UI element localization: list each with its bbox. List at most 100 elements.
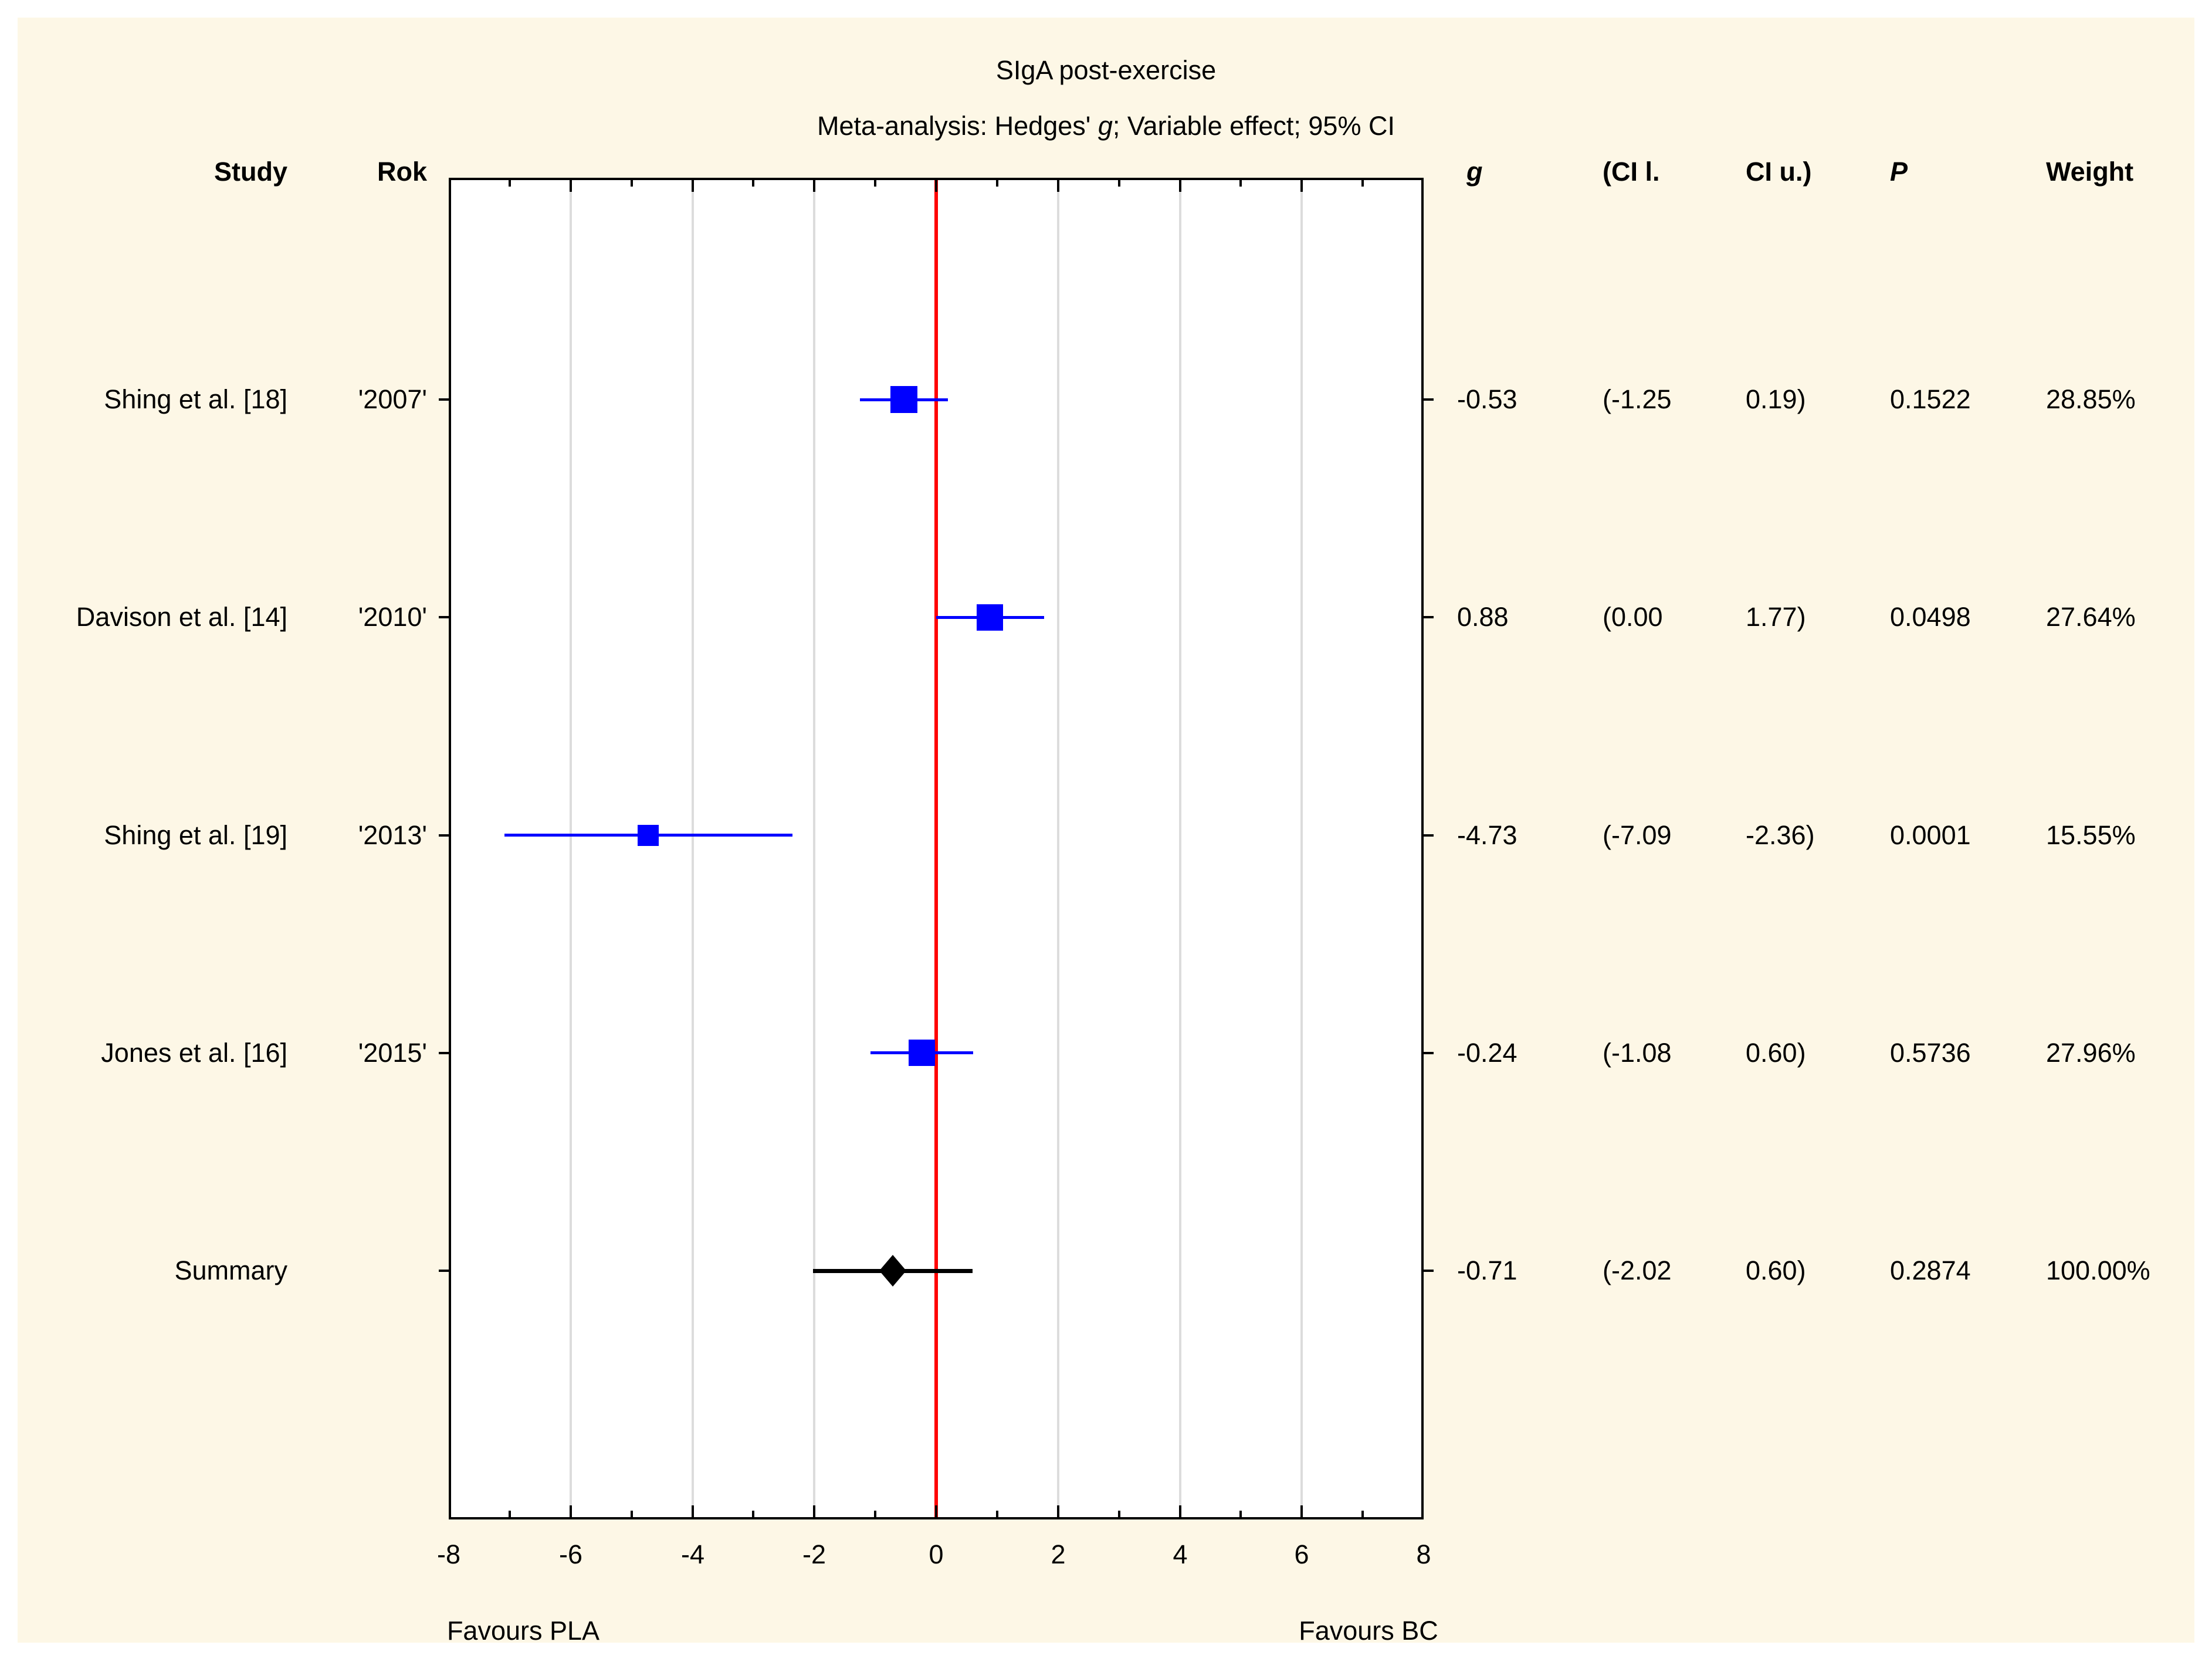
- x-minor-tick: [1361, 180, 1364, 187]
- study-label: Shing et al. [19]: [104, 820, 287, 850]
- ci-upper-value: 0.60): [1746, 1038, 1806, 1068]
- x-major-tick: [935, 180, 937, 192]
- g-value: 0.88: [1457, 602, 1509, 632]
- weight-value: 27.64%: [2046, 602, 2136, 632]
- col-header-year: Rok: [377, 157, 427, 187]
- ci-lower-value: (-1.25: [1603, 384, 1672, 414]
- x-tick-label: 4: [1173, 1539, 1188, 1569]
- favours-right-label: Favours BC: [1299, 1616, 1438, 1646]
- ci-lower-value: (0.00: [1603, 602, 1663, 632]
- gridline: [813, 180, 815, 1517]
- g-value: -0.24: [1457, 1038, 1517, 1068]
- p-value: 0.5736: [1890, 1038, 1971, 1068]
- x-minor-tick: [996, 1511, 998, 1517]
- chart-subtitle: Meta-analysis: Hedges' g; Variable effec…: [18, 109, 2194, 144]
- study-label: Shing et al. [18]: [104, 384, 287, 414]
- x-tick-label: -6: [558, 1539, 582, 1569]
- axis-row-tick: [439, 1270, 449, 1272]
- weight-value: 27.96%: [2046, 1038, 2136, 1068]
- x-minor-tick: [752, 1511, 754, 1517]
- study-label: Jones et al. [16]: [101, 1038, 287, 1068]
- year-label: '2015': [358, 1038, 427, 1068]
- x-major-tick: [1179, 180, 1181, 192]
- gridline: [1179, 180, 1181, 1517]
- axis-row-tick: [1424, 834, 1434, 837]
- x-minor-tick: [509, 180, 511, 187]
- x-minor-tick: [1239, 1511, 1242, 1517]
- study-label: Davison et al. [14]: [76, 602, 287, 632]
- weight-value: 28.85%: [2046, 384, 2136, 414]
- axis-row-tick: [439, 398, 449, 401]
- p-value: 0.0001: [1890, 820, 1971, 850]
- axis-row-tick: [439, 616, 449, 618]
- study-label: Summary: [174, 1255, 287, 1285]
- study-marker: [909, 1040, 935, 1066]
- x-tick-label: 2: [1051, 1539, 1066, 1569]
- axis-row-tick: [439, 1052, 449, 1054]
- gridline: [1300, 180, 1303, 1517]
- year-label: '2013': [358, 820, 427, 850]
- axis-row-tick: [439, 834, 449, 837]
- gridline: [570, 180, 572, 1517]
- axis-row-tick: [1424, 398, 1434, 401]
- x-minor-tick: [752, 180, 754, 187]
- x-major-tick: [935, 1505, 937, 1517]
- study-marker: [890, 386, 917, 413]
- study-marker: [638, 825, 659, 846]
- x-minor-tick: [996, 180, 998, 187]
- col-header-ci-lower: (CI l.: [1603, 157, 1660, 187]
- x-tick-label: 0: [929, 1539, 944, 1569]
- g-value: -0.53: [1457, 384, 1517, 414]
- axis-row-tick: [1424, 1270, 1434, 1272]
- x-major-tick: [813, 180, 815, 192]
- x-minor-tick: [509, 1511, 511, 1517]
- x-major-tick: [1057, 180, 1059, 192]
- x-tick-label: -4: [680, 1539, 704, 1569]
- col-header-study: Study: [214, 157, 287, 187]
- col-header-p: P: [1890, 157, 1908, 187]
- p-value: 0.2874: [1890, 1255, 1971, 1285]
- g-value: -4.73: [1457, 820, 1517, 850]
- zero-line: [934, 180, 938, 1517]
- col-header-ci-upper: CI u.): [1746, 157, 1812, 187]
- x-tick-label: -2: [802, 1539, 826, 1569]
- ci-upper-value: 1.77): [1746, 602, 1806, 632]
- x-major-tick: [1179, 1505, 1181, 1517]
- x-minor-tick: [1118, 180, 1120, 187]
- ci-lower-value: (-1.08: [1603, 1038, 1672, 1068]
- x-minor-tick: [631, 180, 633, 187]
- ci-lower-value: (-2.02: [1603, 1255, 1672, 1285]
- forest-plot-panel: SIgA post-exercise Meta-analysis: Hedges…: [18, 18, 2194, 1646]
- x-minor-tick: [874, 180, 876, 187]
- x-minor-tick: [874, 1511, 876, 1517]
- year-label: '2010': [358, 602, 427, 632]
- x-major-tick: [692, 1505, 694, 1517]
- x-tick-label: 8: [1416, 1539, 1431, 1569]
- g-value: -0.71: [1457, 1255, 1517, 1285]
- p-value: 0.0498: [1890, 602, 1971, 632]
- x-major-tick: [1057, 1505, 1059, 1517]
- axis-row-tick: [1424, 616, 1434, 618]
- ci-lower-value: (-7.09: [1603, 820, 1672, 850]
- x-major-tick: [570, 180, 572, 192]
- study-marker: [977, 604, 1003, 631]
- axis-row-tick: [1424, 1052, 1434, 1054]
- subtitle-post: ; Variable effect; 95% CI: [1112, 111, 1395, 141]
- gridline: [1057, 180, 1059, 1517]
- year-label: '2007': [358, 384, 427, 414]
- ci-upper-value: 0.19): [1746, 384, 1806, 414]
- chart-title: SIgA post-exercise: [995, 55, 1217, 85]
- x-minor-tick: [1239, 180, 1242, 187]
- summary-diamond: [879, 1255, 906, 1287]
- x-minor-tick: [1361, 1511, 1364, 1517]
- ci-upper-value: 0.60): [1746, 1255, 1806, 1285]
- weight-value: 15.55%: [2046, 820, 2136, 850]
- x-major-tick: [1300, 1505, 1303, 1517]
- subtitle-stat-symbol: g: [1097, 111, 1113, 141]
- x-minor-tick: [631, 1511, 633, 1517]
- x-major-tick: [692, 180, 694, 192]
- favours-left-label: Favours PLA: [446, 1616, 600, 1646]
- x-tick-label: -8: [436, 1539, 460, 1569]
- x-minor-tick: [1118, 1511, 1120, 1517]
